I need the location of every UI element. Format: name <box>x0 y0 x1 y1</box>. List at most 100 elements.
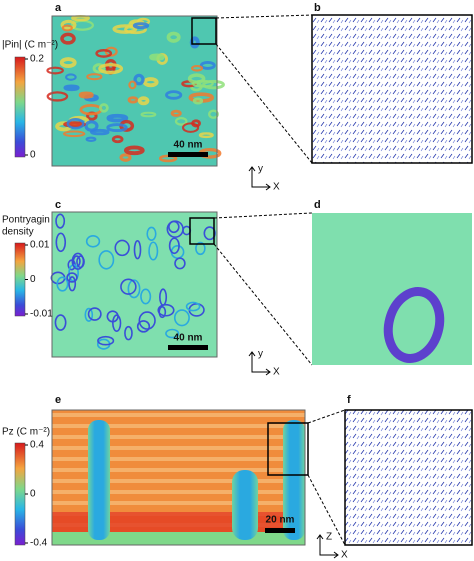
blob <box>127 96 139 104</box>
colorbar-tick-label: 0.2 <box>30 54 44 65</box>
map-a <box>52 16 217 166</box>
colorbar-tick-label: 0.01 <box>30 240 50 251</box>
blob <box>98 63 124 75</box>
ring <box>138 311 156 330</box>
ring <box>55 213 66 229</box>
colorbar-tick-label: -0.4 <box>30 538 48 549</box>
blob <box>166 31 181 43</box>
ring <box>168 237 180 255</box>
connector <box>307 409 346 424</box>
frame <box>51 409 306 546</box>
skyrmion-ring <box>383 287 445 363</box>
ring <box>66 272 78 283</box>
blob <box>112 24 138 34</box>
inset-box <box>191 17 217 45</box>
blob <box>123 145 145 156</box>
ring <box>146 226 157 242</box>
scale-label: 40 nm <box>174 140 203 151</box>
blob <box>132 22 150 30</box>
scale-label: 20 nm <box>266 515 295 526</box>
axis-label: X <box>341 550 348 561</box>
blob <box>199 61 216 70</box>
blob <box>63 84 80 92</box>
blob <box>90 128 110 136</box>
ring <box>148 241 159 261</box>
axis-label: X <box>273 182 280 193</box>
ring <box>127 279 141 299</box>
ring <box>136 320 151 333</box>
blob <box>95 49 113 58</box>
ring <box>98 250 115 270</box>
blob <box>78 91 94 99</box>
blob <box>192 97 204 105</box>
blob <box>128 80 137 90</box>
texture <box>283 420 305 540</box>
colorbar <box>14 56 26 158</box>
colorbar-tick-label: 0 <box>30 150 36 161</box>
blob <box>133 73 145 86</box>
ring <box>120 278 137 295</box>
connector <box>213 243 313 366</box>
connector <box>213 212 313 219</box>
blob <box>92 63 106 74</box>
blob <box>106 113 129 123</box>
ring <box>87 307 102 321</box>
colorbar-tick-label: 0.4 <box>30 440 44 451</box>
ring <box>203 226 216 241</box>
connector <box>215 14 313 19</box>
ring <box>124 325 133 341</box>
texture <box>50 213 216 350</box>
axis-label: X <box>273 367 280 378</box>
ring <box>54 314 67 331</box>
panel-label: a <box>55 2 62 14</box>
blob <box>65 73 77 81</box>
axis-arrow <box>248 166 271 191</box>
scale-bar <box>168 152 208 157</box>
blob <box>60 19 77 31</box>
blob <box>202 79 225 90</box>
blob <box>62 130 86 138</box>
blob <box>85 136 97 142</box>
colorbar-title: Pontryagin <box>2 215 50 226</box>
ring <box>173 309 190 327</box>
ring <box>174 257 186 270</box>
axis-arrow <box>248 351 271 376</box>
colorbar-title: density <box>2 227 34 238</box>
ring <box>133 240 142 260</box>
blob <box>86 73 103 81</box>
frame <box>51 15 218 167</box>
ring <box>112 314 122 332</box>
ring <box>56 276 69 292</box>
vector-map-f <box>344 409 473 546</box>
panel-label: f <box>347 394 351 406</box>
blob <box>137 96 150 106</box>
blob <box>182 122 200 133</box>
texture <box>88 420 110 540</box>
axis-label: y <box>258 349 263 360</box>
panel-label: e <box>55 394 61 406</box>
colorbar <box>14 442 26 546</box>
ring <box>71 252 85 270</box>
blob <box>61 24 73 32</box>
ring <box>68 276 77 292</box>
ring <box>140 288 152 305</box>
blob <box>119 153 132 162</box>
ring <box>165 328 180 339</box>
blob <box>142 77 159 88</box>
colorbar <box>14 242 26 317</box>
colorbar-tick-label: 0 <box>30 274 36 285</box>
blob <box>165 90 183 100</box>
blob <box>66 118 85 130</box>
blob <box>106 123 128 133</box>
ring <box>185 301 201 312</box>
panel-label: c <box>55 199 61 211</box>
ring <box>159 288 168 306</box>
colorbar-tick-label: -0.01 <box>30 309 53 320</box>
scale-bar <box>168 345 208 350</box>
panel-label: d <box>314 199 321 211</box>
axis-arrow <box>316 534 339 559</box>
frame <box>51 211 218 358</box>
ring <box>157 303 175 317</box>
ring <box>84 307 94 322</box>
